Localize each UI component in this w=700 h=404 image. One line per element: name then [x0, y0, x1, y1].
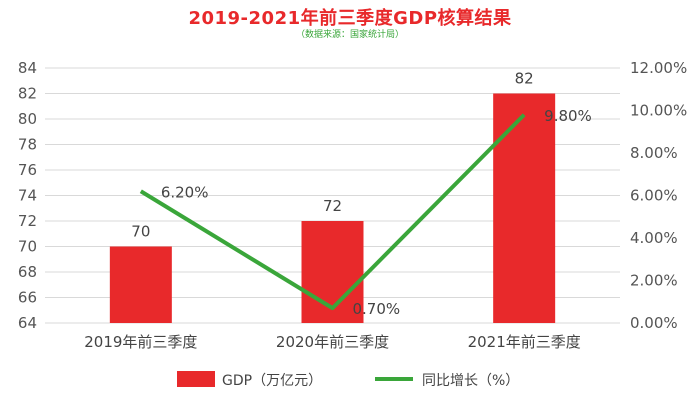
gdp-bar: [109, 246, 172, 323]
y-left-tick: 66: [18, 289, 37, 307]
gdp-bar-label: 82: [515, 70, 534, 88]
y-left-tick: 80: [18, 110, 37, 128]
y-right-tick: 8.00%: [630, 144, 678, 162]
legend-gdp-swatch: [177, 371, 215, 387]
y-right-tick: 10.00%: [630, 102, 687, 120]
gdp-bar: [493, 93, 556, 323]
y-left-tick: 70: [18, 238, 37, 256]
y-left-tick: 64: [18, 314, 37, 332]
y-left-tick: 72: [18, 212, 37, 230]
growth-point-label: 6.20%: [161, 183, 209, 201]
y-right-tick: 12.00%: [630, 59, 687, 77]
chart-title: 2019-2021年前三季度GDP核算结果: [188, 8, 512, 29]
y-left-tick: 76: [18, 161, 37, 179]
growth-point-label: 0.70%: [353, 300, 401, 318]
x-category-label: 2019年前三季度: [84, 333, 197, 351]
x-category-label: 2020年前三季度: [276, 333, 389, 351]
growth-line: [139, 113, 526, 311]
growth-point-label: 9.80%: [544, 107, 592, 125]
gdp-bar-label: 72: [323, 197, 342, 215]
legend-growth-label: 同比增长（%）: [422, 373, 519, 389]
y-left-tick: 84: [18, 59, 37, 77]
x-category-label: 2021年前三季度: [468, 333, 581, 351]
y-right-tick: 0.00%: [630, 314, 678, 332]
legend-gdp-label: GDP（万亿元）: [222, 373, 322, 389]
gdp-bar-label: 70: [131, 223, 150, 241]
y-left-tick: 78: [18, 136, 37, 154]
y-right-tick: 4.00%: [630, 229, 678, 247]
y-right-tick: 6.00%: [630, 187, 678, 205]
y-left-tick: 82: [18, 85, 37, 103]
y-left-tick: 68: [18, 263, 37, 281]
chart-subtitle: （数据来源：国家统计局）: [295, 30, 404, 40]
y-left-tick: 74: [18, 187, 37, 205]
y-right-tick: 2.00%: [630, 272, 678, 290]
